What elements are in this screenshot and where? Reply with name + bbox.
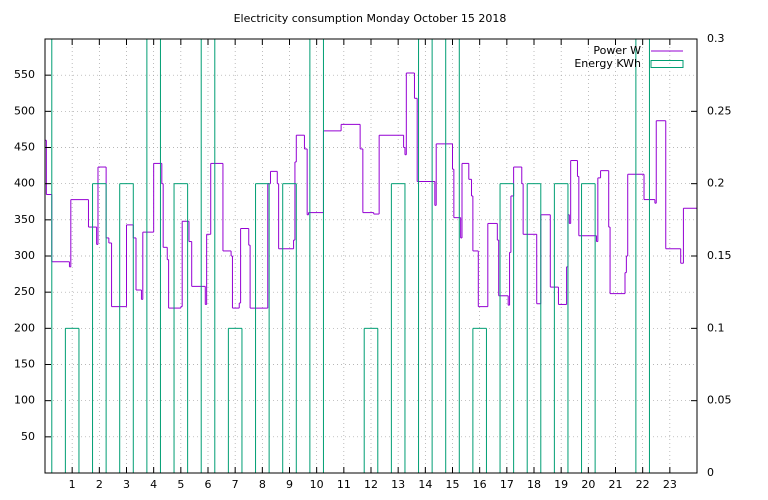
y2-tick-label: 0.05 <box>707 394 732 407</box>
x-tick-label: 20 <box>581 478 595 491</box>
x-tick-label: 21 <box>609 478 623 491</box>
x-tick-label: 6 <box>205 478 212 491</box>
x-tick-label: 7 <box>232 478 239 491</box>
x-tick-label: 22 <box>636 478 650 491</box>
x-tick-label: 8 <box>259 478 266 491</box>
legend-label: Energy KWh <box>574 57 641 70</box>
x-tick-label: 19 <box>554 478 568 491</box>
axes: 1 2 3 4 5 6 7 8 9 10 11 12 13 14 15 16 17 18 19 20 21 22 23501… <box>14 32 732 491</box>
x-tick-label: 18 <box>527 478 541 491</box>
x-tick-label: 1 <box>69 478 76 491</box>
x-tick-label: 14 <box>418 478 432 491</box>
y-tick-label: 50 <box>21 430 35 443</box>
y-tick-label: 150 <box>14 358 35 371</box>
y-tick-label: 450 <box>14 141 35 154</box>
x-tick-label: 12 <box>364 478 378 491</box>
y2-tick-label: 0 <box>707 466 714 479</box>
x-tick-label: 3 <box>123 478 130 491</box>
x-tick-label: 15 <box>446 478 460 491</box>
x-tick-label: 16 <box>473 478 487 491</box>
x-tick-label: 9 <box>286 478 293 491</box>
x-tick-label: 10 <box>310 478 324 491</box>
legend-label: Power W <box>593 44 641 57</box>
y-tick-label: 500 <box>14 104 35 117</box>
x-tick-label: 11 <box>337 478 351 491</box>
y-tick-label: 550 <box>14 68 35 81</box>
y2-tick-label: 0.3 <box>707 32 725 45</box>
x-tick-label: 17 <box>500 478 514 491</box>
y-tick-label: 300 <box>14 249 35 262</box>
x-tick-label: 5 <box>177 478 184 491</box>
y2-tick-label: 0.1 <box>707 321 725 334</box>
x-tick-label: 13 <box>391 478 405 491</box>
y-tick-label: 350 <box>14 213 35 226</box>
y2-tick-label: 0.15 <box>707 249 732 262</box>
x-tick-label: 2 <box>96 478 103 491</box>
plot <box>45 38 697 474</box>
y-tick-label: 200 <box>14 321 35 334</box>
y2-tick-label: 0.2 <box>707 177 725 190</box>
legend-swatch <box>650 60 684 68</box>
y-tick-label: 100 <box>14 394 35 407</box>
x-tick-label: 4 <box>150 478 157 491</box>
x-tick-label: 23 <box>663 478 677 491</box>
chart-title: Electricity consumption Monday October 1… <box>234 12 507 25</box>
y2-tick-label: 0.25 <box>707 104 732 117</box>
y-tick-label: 250 <box>14 285 35 298</box>
y-tick-label: 400 <box>14 177 35 190</box>
